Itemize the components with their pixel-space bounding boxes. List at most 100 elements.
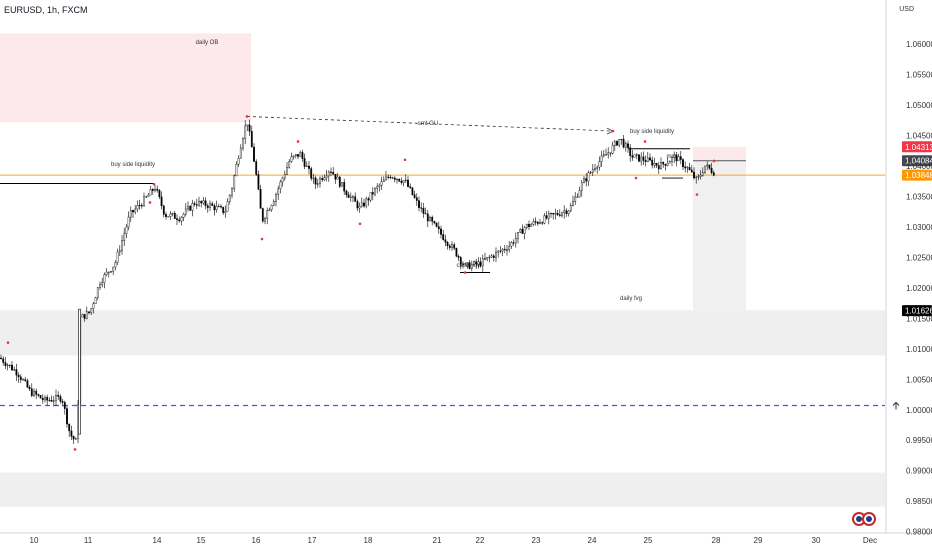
candle — [679, 151, 682, 165]
candle — [660, 157, 662, 170]
candle — [477, 256, 480, 269]
zone-lower-gray-zone[interactable] — [0, 472, 885, 507]
candle — [253, 143, 255, 162]
candle — [409, 183, 412, 190]
candle — [475, 259, 478, 270]
candle — [697, 174, 700, 181]
candle — [204, 197, 207, 210]
candle — [35, 388, 38, 400]
candle — [50, 395, 53, 403]
smt-line[interactable] — [246, 116, 614, 132]
candle — [211, 201, 214, 207]
swing-point-dot — [634, 176, 638, 180]
annotation-buy-side-liquidity: buy side liquidity — [630, 129, 674, 135]
swing-point-dot — [712, 159, 716, 163]
candle — [283, 170, 286, 181]
candle — [358, 202, 361, 213]
candle — [605, 148, 607, 156]
x-tick-label: 15 — [197, 536, 206, 545]
candle — [565, 208, 568, 217]
candle — [336, 173, 339, 180]
candle — [6, 363, 9, 371]
zone-daily-fvg[interactable] — [0, 310, 885, 356]
candle — [286, 162, 288, 175]
candle — [235, 161, 238, 177]
candle — [338, 175, 341, 189]
candle — [404, 174, 407, 183]
swing-point-dot — [152, 182, 156, 186]
candle — [446, 240, 449, 250]
candle — [259, 184, 262, 209]
candle — [455, 247, 458, 258]
candle — [431, 215, 434, 226]
candle — [8, 364, 11, 369]
candle — [468, 259, 471, 270]
candle — [613, 139, 616, 151]
candle — [618, 139, 621, 148]
candle — [402, 179, 405, 187]
candle — [547, 210, 550, 225]
candle — [189, 205, 192, 212]
candle — [429, 215, 431, 222]
candle — [371, 187, 374, 201]
candle — [704, 165, 706, 174]
candle — [202, 197, 205, 206]
candle — [268, 207, 271, 212]
candle — [129, 206, 132, 223]
candle — [57, 391, 60, 400]
candle — [389, 174, 392, 180]
position-target-zone[interactable] — [693, 160, 746, 311]
candle — [631, 149, 634, 161]
arrow-up-icon[interactable] — [892, 401, 900, 410]
candle — [275, 192, 277, 207]
candle — [290, 152, 293, 163]
y-tick-label: 1.00500 — [906, 375, 932, 384]
candle — [206, 203, 209, 213]
candle — [244, 120, 247, 145]
candle — [180, 215, 183, 226]
x-tick-label: 22 — [476, 536, 485, 545]
candle — [330, 167, 332, 177]
candle — [134, 204, 137, 215]
candle — [374, 187, 376, 197]
y-tick-label: 1.05500 — [906, 70, 932, 79]
swing-point-dot — [358, 222, 362, 226]
candle — [83, 314, 86, 322]
candle — [462, 261, 464, 269]
candle — [11, 360, 13, 371]
candle — [96, 286, 99, 301]
candle — [521, 224, 524, 234]
candle — [638, 154, 640, 163]
candle — [187, 201, 189, 212]
candle — [0, 354, 2, 360]
candle — [396, 178, 398, 184]
candle — [299, 150, 302, 157]
candle — [609, 152, 612, 157]
candle — [151, 188, 154, 195]
candle — [649, 153, 651, 162]
candle — [88, 311, 90, 315]
zone-daily-OB[interactable] — [0, 33, 251, 122]
candle — [195, 198, 198, 210]
candle — [510, 240, 513, 250]
candle — [664, 163, 667, 171]
candle — [305, 161, 308, 168]
candle — [270, 204, 273, 212]
candle — [499, 246, 502, 254]
candle — [602, 149, 605, 158]
position-stop-zone[interactable] — [693, 146, 746, 161]
candle — [46, 394, 49, 406]
candle — [74, 437, 77, 440]
candle — [688, 162, 691, 171]
candle — [589, 170, 592, 175]
x-tick-label: 17 — [308, 536, 317, 545]
y-tick-label: 1.06000 — [906, 40, 932, 49]
swing-point-dot — [296, 140, 300, 143]
candle — [209, 200, 211, 212]
candle — [347, 191, 350, 198]
swing-point-dot — [260, 237, 264, 241]
candle — [583, 175, 585, 184]
